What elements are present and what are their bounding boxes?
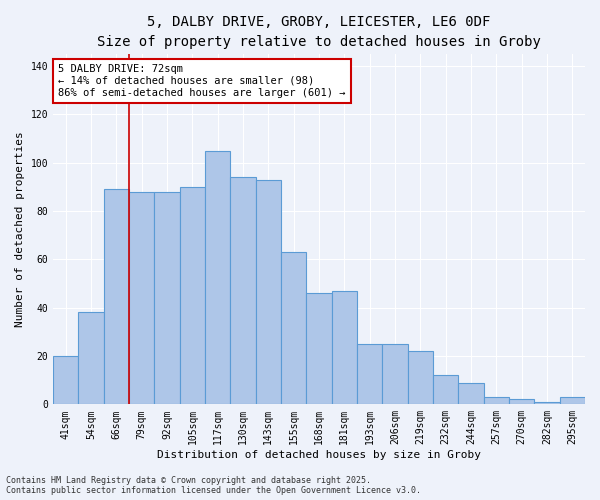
Bar — [104, 189, 129, 404]
Bar — [357, 344, 382, 405]
Bar — [407, 351, 433, 405]
X-axis label: Distribution of detached houses by size in Groby: Distribution of detached houses by size … — [157, 450, 481, 460]
Bar — [53, 356, 79, 405]
Bar — [433, 376, 458, 404]
Bar — [179, 187, 205, 404]
Text: Contains HM Land Registry data © Crown copyright and database right 2025.
Contai: Contains HM Land Registry data © Crown c… — [6, 476, 421, 495]
Bar — [332, 290, 357, 405]
Bar — [560, 397, 585, 404]
Title: 5, DALBY DRIVE, GROBY, LEICESTER, LE6 0DF
Size of property relative to detached : 5, DALBY DRIVE, GROBY, LEICESTER, LE6 0D… — [97, 15, 541, 48]
Y-axis label: Number of detached properties: Number of detached properties — [15, 131, 25, 327]
Bar — [256, 180, 281, 404]
Text: 5 DALBY DRIVE: 72sqm
← 14% of detached houses are smaller (98)
86% of semi-detac: 5 DALBY DRIVE: 72sqm ← 14% of detached h… — [58, 64, 346, 98]
Bar — [281, 252, 307, 404]
Bar — [79, 312, 104, 404]
Bar — [230, 177, 256, 404]
Bar — [154, 192, 179, 404]
Bar — [205, 150, 230, 404]
Bar — [484, 397, 509, 404]
Bar — [535, 402, 560, 404]
Bar — [307, 293, 332, 405]
Bar — [382, 344, 407, 405]
Bar — [458, 382, 484, 404]
Bar — [129, 192, 154, 404]
Bar — [509, 400, 535, 404]
